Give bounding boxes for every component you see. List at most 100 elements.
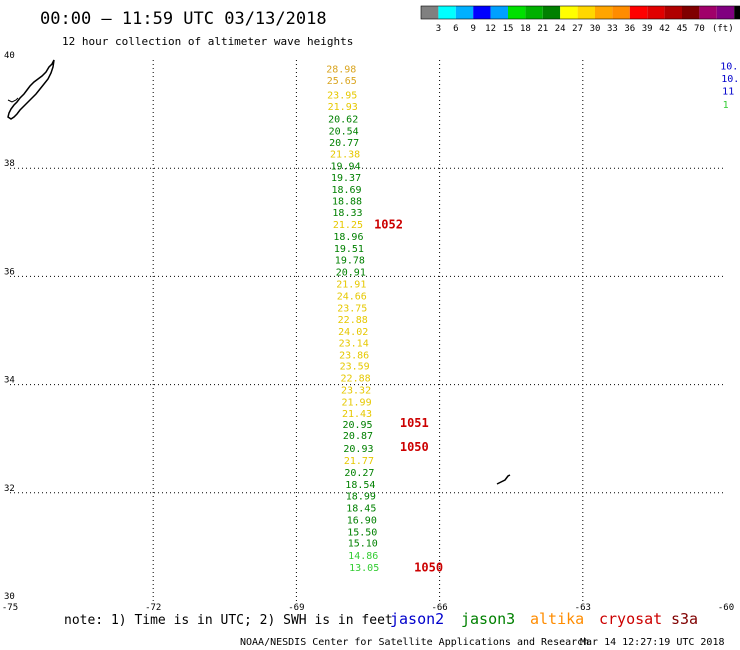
- note-text: note: 1) Time is in UTC; 2) SWH is in fe…: [64, 613, 393, 628]
- legend-swatch: [560, 6, 578, 19]
- latitude-tick-label: 34: [4, 376, 15, 386]
- axis-tick-labels: -75 -72 -69 -66 -63 -60 40 38 36 34 32 30: [2, 51, 734, 613]
- satellite-legend: jason2 jason3 altika cryosat s3a: [390, 610, 698, 628]
- chart-title: 00:00 – 11:59 UTC 03/13/2018: [40, 9, 327, 29]
- longitude-tick-label: -66: [431, 603, 447, 613]
- legend-swatch: [438, 6, 456, 19]
- wave-height-value: 18.54: [345, 480, 375, 491]
- track-number-label: 1051: [400, 416, 429, 430]
- satellite-name-jason2: jason2: [390, 610, 444, 628]
- legend-tick-label: 24: [555, 24, 566, 34]
- wave-height-value: 20.95: [342, 420, 372, 431]
- wave-height-value: 22.88: [341, 374, 371, 385]
- legend-frame: [420, 5, 740, 20]
- edge-readings: 10.10.111: [720, 61, 739, 110]
- wave-height-value: 21.99: [341, 397, 371, 408]
- legend-swatch: [490, 6, 508, 19]
- wave-height-value: 21.93: [328, 102, 358, 113]
- wave-height-value: 13.05: [349, 563, 379, 574]
- legend-swatch: [682, 6, 700, 19]
- wave-height-value: 20.54: [329, 126, 359, 137]
- wave-height-value: 21.43: [342, 409, 372, 420]
- chart-subtitle: 12 hour collection of altimeter wave hei…: [62, 35, 353, 48]
- wave-height-value: 23.32: [341, 386, 371, 397]
- legend-swatch: [647, 6, 665, 19]
- legend-tick-label: 21: [537, 24, 548, 34]
- wave-height-value: 18.33: [332, 208, 362, 219]
- wave-height-value: 21.25: [333, 220, 363, 231]
- longitude-tick-label: -63: [575, 603, 591, 613]
- wave-height-value: 23.86: [339, 350, 369, 361]
- latitude-tick-label: 40: [4, 51, 15, 61]
- wave-height-value: 18.99: [346, 492, 376, 503]
- longitude-tick-label: -69: [288, 603, 304, 613]
- wave-height-value: 21.38: [330, 150, 360, 161]
- wave-height-value: 20.27: [344, 468, 374, 479]
- legend-tick-label: 27: [572, 24, 583, 34]
- legend-tick-label: 3: [436, 24, 441, 34]
- edge-wave-value: 1: [723, 100, 729, 111]
- wave-height-value: 18.88: [332, 197, 362, 208]
- legend-swatch: [595, 6, 613, 19]
- legend-swatch: [542, 6, 561, 19]
- wave-height-value: 23.59: [340, 362, 370, 373]
- latitude-tick-label: 38: [4, 159, 15, 169]
- edge-wave-value: 11: [722, 86, 734, 97]
- legend-tick-label: 70: [694, 24, 705, 34]
- satellite-name-s3a: s3a: [671, 610, 698, 628]
- edge-wave-value: 10.: [720, 61, 738, 72]
- wave-height-value: 15.10: [348, 539, 378, 550]
- wave-height-value: 18.69: [331, 185, 361, 196]
- legend-swatch: [577, 6, 595, 19]
- wave-height-value: 15.50: [347, 527, 377, 538]
- wave-height-value: 20.91: [336, 268, 366, 279]
- wave-height-value: 18.96: [333, 232, 363, 243]
- legend-swatch: [716, 6, 735, 19]
- longitude-tick-label: -75: [2, 603, 18, 613]
- timestamp-text: Mar 14 12:27:19 UTC 2018: [580, 637, 725, 648]
- legend-swatch: [629, 6, 648, 19]
- wave-height-value: 23.75: [337, 303, 367, 314]
- wave-height-value: 21.77: [344, 456, 374, 467]
- wave-height-value: 23.14: [339, 338, 369, 349]
- legend-swatch: [525, 6, 543, 19]
- wave-height-value: 20.87: [343, 431, 373, 442]
- wave-height-value: 16.90: [347, 515, 377, 526]
- wave-height-value: 23.95: [327, 91, 357, 102]
- wave-height-value: 25.65: [327, 76, 357, 87]
- satellite-name-altika: altika: [530, 610, 584, 628]
- wave-height-value: 22.88: [338, 315, 368, 326]
- legend-tick-label: 42: [659, 24, 670, 34]
- legend-tick-label: 36: [624, 24, 635, 34]
- legend-tick-label: 12: [485, 24, 496, 34]
- legend-swatch: [508, 6, 526, 19]
- wave-height-value: 14.86: [348, 551, 378, 562]
- edge-wave-value: 10.: [721, 74, 739, 85]
- legend-swatch: [612, 6, 630, 19]
- color-scale-legend: 3 6 9 12 15 18 21 24 27 30 33 36 39 42 45 70 (ft): [420, 5, 740, 34]
- wave-height-value: 19.51: [334, 244, 364, 255]
- latitude-tick-label: 36: [4, 267, 15, 277]
- legend-tick-label: 39: [642, 24, 653, 34]
- coastline-spur: [7, 97, 19, 103]
- legend-swatch: [699, 6, 717, 19]
- legend-tick-label: 18: [520, 24, 531, 34]
- legend-tick-label: 15: [503, 24, 514, 34]
- legend-swatch: [473, 6, 491, 19]
- legend-tick-label: 6: [453, 24, 458, 34]
- wave-height-value: 20.93: [343, 444, 373, 455]
- legend-swatch: [664, 6, 682, 19]
- wave-height-value: 20.77: [329, 138, 359, 149]
- island-outline: [496, 474, 511, 485]
- latitude-tick-label: 30: [4, 592, 15, 602]
- legend-tick-label: 9: [470, 24, 475, 34]
- track-number-label: 1050: [414, 560, 443, 574]
- legend-swatch: [734, 6, 740, 19]
- wave-height-value: 28.98: [326, 65, 356, 76]
- satellite-name-cryosat: cryosat: [599, 610, 662, 628]
- wave-height-value: 21.91: [336, 280, 366, 291]
- lat-lon-grid: [10, 60, 726, 601]
- track-number-labels: 1052 1051 1050 1050: [374, 218, 443, 575]
